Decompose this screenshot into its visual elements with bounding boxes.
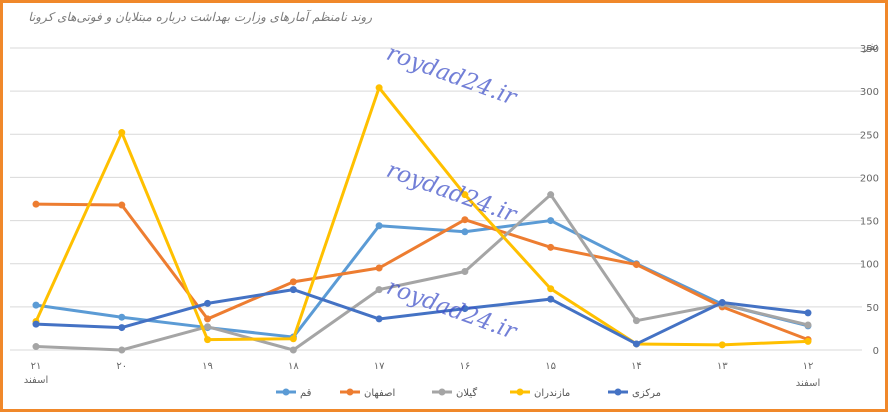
data-point <box>375 315 383 323</box>
data-point <box>289 286 297 294</box>
data-point <box>32 200 40 208</box>
legend-item: اصفهان <box>340 388 395 399</box>
data-point <box>204 315 212 323</box>
data-point <box>461 267 469 275</box>
data-point <box>289 335 297 343</box>
data-point <box>804 309 812 317</box>
series-2 <box>32 191 812 354</box>
legend-item: گیلان <box>432 387 477 399</box>
data-point <box>118 346 126 354</box>
data-point <box>547 295 555 303</box>
y-tick-label: 200 <box>860 173 879 184</box>
data-point <box>118 201 126 209</box>
series-line <box>34 193 810 352</box>
data-point <box>375 84 383 92</box>
series-line <box>34 219 810 339</box>
y-tick-label: 50 <box>866 303 879 314</box>
data-point <box>547 217 555 225</box>
data-point <box>118 313 126 321</box>
data-point <box>804 321 812 329</box>
legend-item: مازندران <box>510 388 570 399</box>
data-point <box>461 305 469 313</box>
x-tick-label: ۱۶ <box>460 361 471 372</box>
data-point <box>204 323 212 331</box>
legend-label: قم <box>300 388 312 399</box>
legend-label: اصفهان <box>364 388 395 399</box>
x-tick-label: ۱۴ <box>631 361 642 372</box>
data-point <box>204 299 212 307</box>
data-point <box>461 228 469 236</box>
series-line <box>34 288 810 346</box>
series-line <box>34 202 810 342</box>
data-point <box>632 340 640 348</box>
data-point <box>289 346 297 354</box>
gridlines <box>10 47 862 351</box>
y-tick-label: 300 <box>860 87 879 98</box>
x-sublabel-last: اسفند <box>796 378 820 389</box>
data-point <box>461 216 469 224</box>
data-point <box>547 191 555 199</box>
legend-marker <box>282 388 290 396</box>
series-0 <box>32 217 812 341</box>
legend-label: مازندران <box>534 388 570 399</box>
data-point <box>32 320 40 328</box>
series-4 <box>32 286 812 348</box>
data-point <box>32 343 40 351</box>
data-point <box>632 317 640 325</box>
x-tick-label: ۱۳ <box>717 361 728 372</box>
data-point <box>461 191 469 199</box>
x-tick-label: ۱۵ <box>545 361 556 372</box>
data-point <box>375 286 383 294</box>
data-point <box>118 324 126 332</box>
x-tick-label: ۲۰ <box>116 361 127 372</box>
data-point <box>718 299 726 307</box>
data-point <box>204 336 212 344</box>
legend-item: مرکزی <box>608 388 661 399</box>
data-point <box>375 264 383 272</box>
legend-marker <box>516 388 524 396</box>
legend-marker <box>614 388 622 396</box>
x-tick-label: ۱۹ <box>202 361 213 372</box>
y-tick-label: 150 <box>860 217 879 228</box>
series-lines <box>32 84 812 354</box>
data-point <box>375 222 383 230</box>
x-sublabel-first: اسفند <box>24 375 48 386</box>
legend-label: گیلان <box>456 387 477 399</box>
chart-title: روند نامنظم آمارهای وزارت بهداشت درباره … <box>28 10 372 24</box>
legend-marker <box>346 388 354 396</box>
legend: قم اصفهان گیلان مازندران مرکزی <box>276 387 661 399</box>
x-tick-label: ۱۲ <box>803 361 814 372</box>
legend-item: قم <box>276 388 312 399</box>
data-point <box>547 243 555 251</box>
series-line <box>34 86 810 347</box>
y-tick-label: 100 <box>860 260 879 271</box>
data-point <box>547 285 555 293</box>
x-tick-label: ۱۸ <box>288 361 299 372</box>
y-tick-labels: 0 50 100 150 200 250 300 350 <box>860 44 879 357</box>
x-tick-label: ۲۱ <box>31 361 42 372</box>
y-tick-label: 250 <box>860 130 879 141</box>
data-point <box>289 278 297 286</box>
data-point <box>32 301 40 309</box>
legend-label: مرکزی <box>632 388 661 399</box>
data-point <box>118 129 126 137</box>
data-point <box>804 337 812 345</box>
y-tick-label: 350 <box>860 44 879 55</box>
y-axis-unit-label: نفر <box>863 40 878 53</box>
x-tick-label: ۱۷ <box>374 361 385 372</box>
data-point <box>718 341 726 349</box>
y-tick-label: 0 <box>873 346 879 357</box>
legend-marker <box>438 388 446 396</box>
data-point <box>632 261 640 269</box>
x-tick-labels: ۲۱ ۲۰ ۱۹ ۱۸ ۱۷ ۱۶ ۱۵ ۱۴ ۱۳ ۱۲ اسفند اسفند <box>24 361 820 389</box>
